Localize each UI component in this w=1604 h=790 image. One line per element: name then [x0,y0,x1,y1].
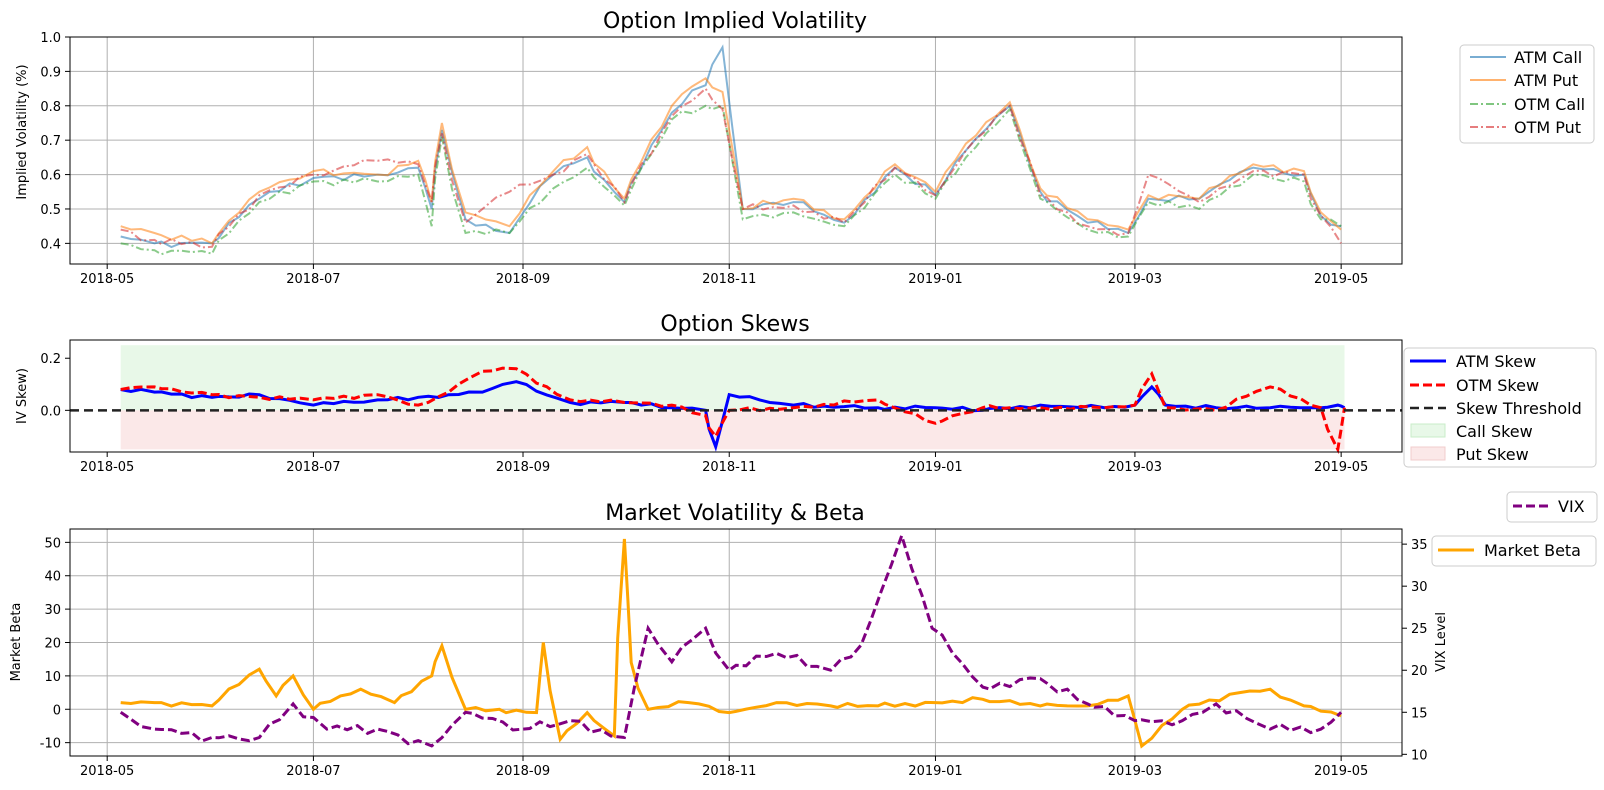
x-tick-label: 2019-01 [908,460,962,475]
iv-y-ticks: 0.4 0.5 0.6 0.7 0.8 0.9 1.0 [40,31,70,252]
x-tick-label: 2018-11 [702,272,756,287]
band-put-skew [120,410,1345,450]
legend-label-skew-threshold: Skew Threshold [1456,399,1582,418]
y-tick-label: 30 [44,603,61,618]
series-line-market-beta [120,538,1342,749]
x-tick-label: 2018-11 [702,764,756,779]
market-panel: Market Volatility & Beta Market Beta VIX… [9,491,1598,779]
skew-series-group [120,366,1346,455]
x-tick-label: 2019-01 [908,272,962,287]
x-tick-label: 2019-03 [1108,764,1162,779]
skew-chart-title: Option Skews [660,312,809,337]
skew-y-axis-label: IV Skew) [15,368,30,424]
x-tick-label: 2018-07 [286,764,340,779]
beta-legend: Market Beta [1431,535,1597,567]
market-chart-title: Market Volatility & Beta [605,501,865,526]
x-tick-label: 2018-05 [80,460,134,475]
y2-tick-label: 20 [1411,664,1428,679]
iv-legend: ATM Call ATM Put OTM Call OTM Put [1459,44,1595,144]
legend-label-otm-put: OTM Put [1514,118,1581,137]
x-tick-label: 2018-05 [80,272,134,287]
y-tick-label: 0 [53,703,61,718]
vix-legend-box [1506,491,1598,523]
y-tick-label: 10 [44,670,61,685]
y-tick-label: 0.6 [40,169,61,184]
y-tick-label: 0.2 [40,352,61,367]
y-tick-label: 0.5 [40,203,61,218]
legend-label-atm-skew: ATM Skew [1456,352,1536,371]
x-tick-label: 2019-01 [908,764,962,779]
iv-legend-box [1459,44,1595,144]
iv-y-axis-label: Implied Volatility (%) [15,64,30,199]
beta-legend-box [1431,535,1597,567]
iv-series-group [120,44,1342,256]
y2-tick-label: 30 [1411,580,1428,595]
legend-swatch-put-skew [1410,446,1446,461]
x-tick-label: 2018-07 [286,272,340,287]
market-y-axis-label: Market Beta [9,603,24,682]
skew-x-ticks: 2018-05 2018-07 2018-09 2018-11 2019-01 2019-… [80,452,1368,475]
legend-label-call-skew: Call Skew [1456,422,1533,441]
x-tick-label: 2019-05 [1314,460,1368,475]
y-tick-label: 0.0 [40,404,61,419]
x-tick-label: 2018-09 [496,460,550,475]
x-tick-label: 2019-05 [1314,272,1368,287]
market-series-group [119,530,1343,749]
y-tick-label: 40 [44,570,61,585]
legend-label-otm-call: OTM Call [1514,95,1585,114]
skew-panel: Option Skews IV Skew) 0.20.0 2018-05 2018… [15,312,1597,475]
y-tick-label: 0.7 [40,134,61,149]
y2-tick-label: 10 [1411,748,1428,763]
series-line-otm-call [120,104,1342,256]
x-tick-label: 2018-05 [80,764,134,779]
vix-legend: VIX [1506,491,1598,523]
y-tick-label: 20 [44,637,61,652]
legend-label-put-skew: Put Skew [1456,445,1529,464]
skew-legend: ATM Skew OTM Skew Skew Threshold Call Sk… [1403,347,1597,468]
y2-tick-label: 35 [1411,538,1428,553]
x-tick-label: 2018-07 [286,460,340,475]
series-line-otm-put [120,87,1342,249]
y-tick-label: 0.4 [40,237,61,252]
iv-chart-title: Option Implied Volatility [603,9,867,34]
series-line-atm-put [120,76,1342,245]
skew-plot-frame [69,339,1403,453]
legend-label-otm-skew: OTM Skew [1456,376,1539,395]
y2-tick-label: 25 [1411,622,1428,637]
market-gridlines [70,529,1402,756]
y2-tick-label: 15 [1411,706,1428,721]
legend-label-atm-call: ATM Call [1514,48,1582,67]
series-line-vix [119,530,1343,748]
x-tick-label: 2019-03 [1108,460,1162,475]
y-tick-label: 0.8 [40,100,61,115]
skew-y-ticks: 0.2 0.0 [40,352,70,419]
x-tick-label: 2019-03 [1108,272,1162,287]
y-tick-label: 0.9 [40,65,61,80]
market-x-ticks: 2018-05 2018-07 2018-09 2018-11 2019-01 2019-… [80,756,1368,779]
y-tick-label: -10 [40,737,61,752]
legend-label-vix: VIX [1558,497,1585,516]
x-tick-label: 2018-09 [496,764,550,779]
series-line-atm-call [120,44,1342,249]
skew-legend-box [1403,347,1597,468]
legend-label-market-beta: Market Beta [1484,541,1581,560]
series-line-atm-skew [120,380,1346,452]
y-tick-label: 1.0 [40,31,61,46]
y-tick-label: 50 [44,536,61,551]
market-y-ticks: 50 40 30 20 10 0 -10 [40,536,70,752]
iv-panel: Option Implied Volatility Implied Volati… [15,9,1595,287]
x-tick-label: 2019-05 [1314,764,1368,779]
vix-y-ticks: 35 30 25 20 15 10 [1402,538,1428,763]
legend-swatch-call-skew [1410,423,1446,438]
iv-plot-frame [69,36,1403,265]
legend-label-atm-put: ATM Put [1514,71,1578,90]
vix-y-axis-label: VIX Level [1434,612,1449,672]
x-tick-label: 2018-11 [702,460,756,475]
iv-x-ticks: 2018-05 2018-07 2018-09 2018-11 2019-01 2019-… [80,264,1368,287]
series-line-otm-skew [120,366,1346,455]
x-tick-label: 2018-09 [496,272,550,287]
